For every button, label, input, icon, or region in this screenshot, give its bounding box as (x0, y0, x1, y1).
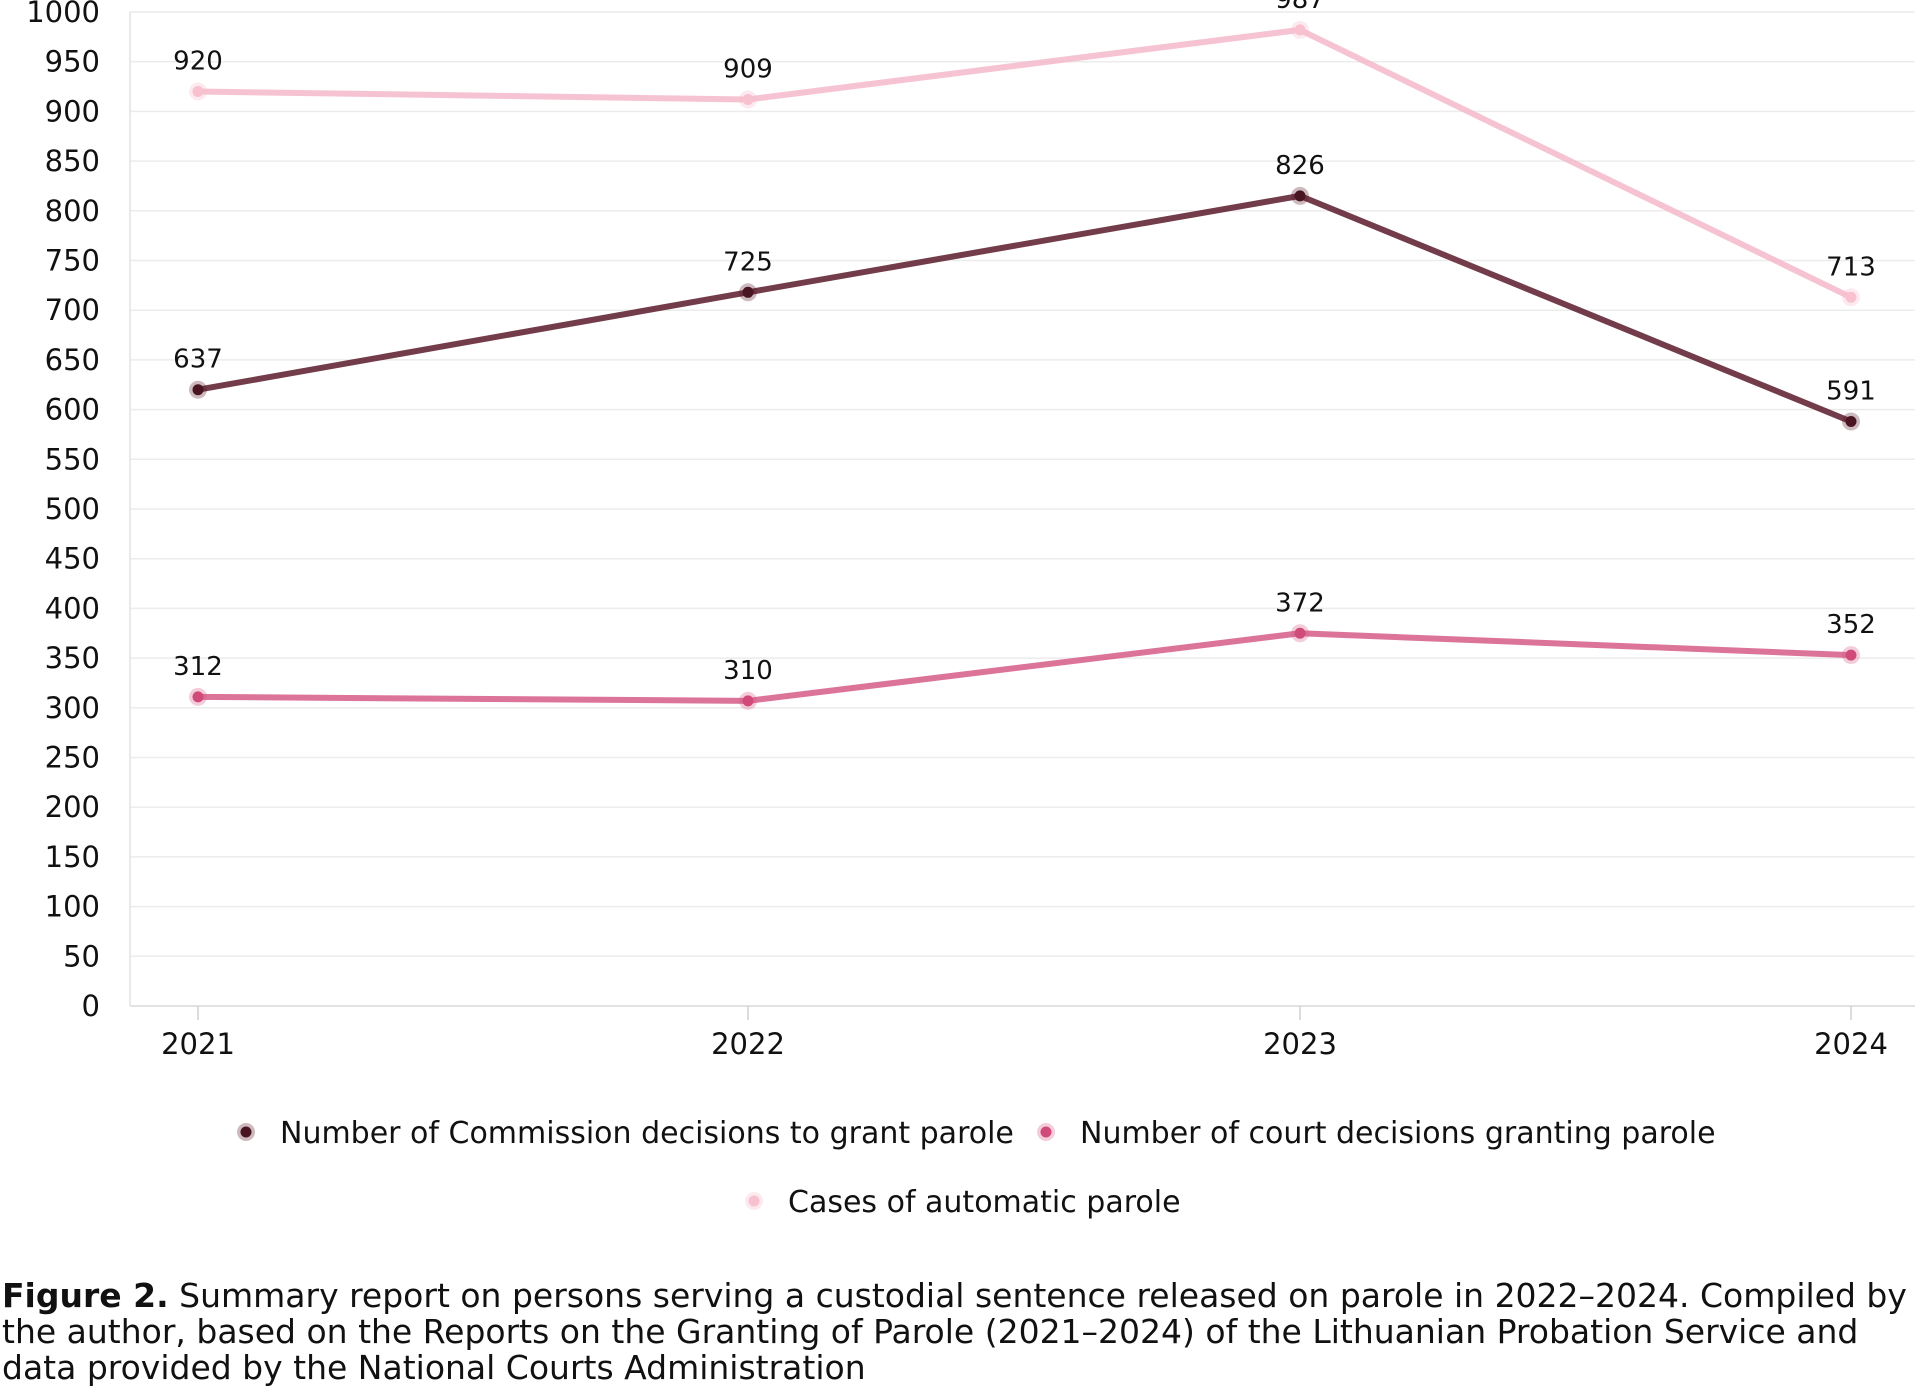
y-tick-label: 200 (45, 790, 100, 824)
data-point (742, 93, 754, 105)
series-line (195, 630, 1854, 704)
data-point (1294, 24, 1306, 36)
data-label: 920 (173, 47, 223, 77)
y-tick-label: 550 (45, 442, 100, 476)
caption-text: Summary report on persons serving a cust… (2, 1276, 1907, 1387)
legend-marker (1040, 1126, 1052, 1138)
y-tick-label: 400 (45, 591, 100, 625)
y-axis: 0 50 100 150 200 250 300 350 400 450 500 550 600 650 7… (26, 0, 131, 1023)
y-tick-label: 900 (45, 94, 100, 128)
y-tick-label: 350 (45, 641, 100, 675)
data-point (1845, 291, 1857, 303)
x-tick-label: 2024 (1814, 1027, 1888, 1061)
y-tick-label: 800 (45, 194, 100, 228)
data-label: 826 (1275, 151, 1325, 181)
data-label: 909 (723, 54, 773, 84)
y-tick-label: 150 (45, 840, 100, 874)
data-label: 725 (723, 247, 773, 277)
series-line (195, 192, 1854, 425)
data-label: 637 (173, 345, 223, 375)
y-tick-label: 500 (45, 492, 100, 526)
x-tick-label: 2022 (711, 1027, 785, 1061)
legend-label: Cases of automatic parole (788, 1185, 1181, 1220)
data-label: 352 (1826, 610, 1876, 640)
y-tick-label: 250 (45, 741, 100, 775)
legend: Number of Commission decisions to grant … (237, 1116, 1716, 1220)
figure-caption: Figure 2. Summary report on persons serv… (2, 1278, 1916, 1386)
data-point (742, 695, 754, 707)
y-tick-label: 650 (45, 343, 100, 377)
figure-label: Figure 2. (2, 1276, 169, 1315)
data-label: 310 (723, 656, 773, 686)
data-point (1845, 416, 1857, 428)
data-point (1294, 627, 1306, 639)
y-tick-label: 950 (45, 45, 100, 79)
y-tick-label: 50 (63, 939, 100, 973)
line-chart: 0 50 100 150 200 250 300 350 400 450 500 550 600 650 7… (26, 0, 1915, 1220)
x-tick-label: 2023 (1263, 1027, 1337, 1061)
data-label: 372 (1275, 588, 1325, 618)
data-label: 312 (173, 652, 223, 682)
x-axis: 2021 2022 2023 2024 (161, 1006, 1888, 1061)
y-tick-label: 1000 (26, 0, 100, 29)
data-label: 987 (1275, 0, 1325, 15)
series-layer: 637 725 826 591 312 310 372 352 920 909 987 713 (173, 0, 1876, 710)
data-point (192, 691, 204, 703)
data-point (1294, 190, 1306, 202)
y-tick-label: 450 (45, 542, 100, 576)
data-point (192, 86, 204, 98)
data-label: 591 (1826, 377, 1876, 407)
gridlines (130, 11, 1915, 1007)
legend-label: Number of court decisions granting parol… (1080, 1116, 1716, 1151)
x-tick-label: 2021 (161, 1027, 235, 1061)
data-point (742, 286, 754, 298)
legend-label: Number of Commission decisions to grant … (280, 1116, 1014, 1151)
data-point (1845, 649, 1857, 661)
series-line (195, 26, 1854, 301)
y-tick-label: 750 (45, 244, 100, 278)
data-label: 713 (1826, 252, 1876, 282)
y-tick-label: 100 (45, 890, 100, 924)
y-tick-label: 300 (45, 691, 100, 725)
data-point (192, 384, 204, 396)
y-tick-label: 850 (45, 144, 100, 178)
y-tick-label: 600 (45, 393, 100, 427)
y-tick-label: 700 (45, 293, 100, 327)
legend-marker (748, 1195, 760, 1207)
y-tick-label: 0 (82, 989, 100, 1023)
legend-marker (240, 1126, 252, 1138)
